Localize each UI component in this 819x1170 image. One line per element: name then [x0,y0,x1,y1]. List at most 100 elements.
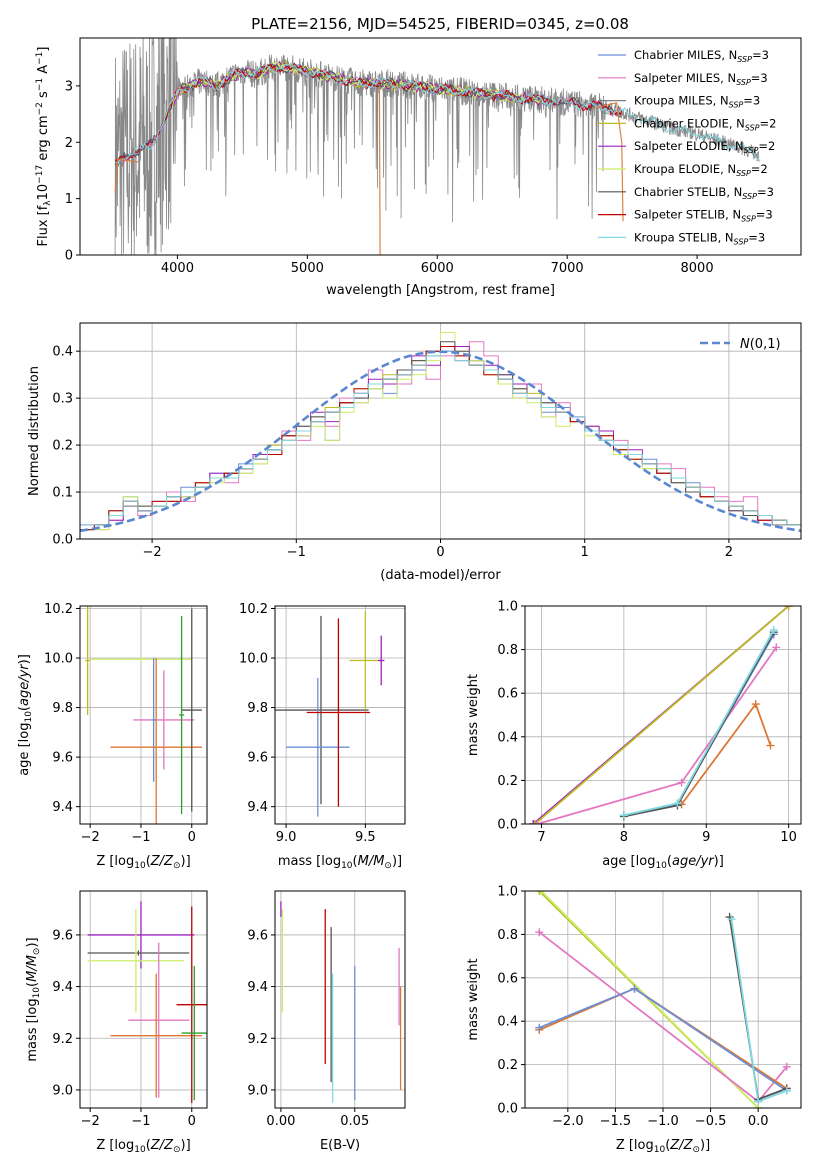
x-tick-label: −1.0 [647,1114,679,1129]
x-tick-label: 2 [725,545,733,560]
residuals-panel: −2 −1 0 1 2 0.0 0.1 0.2 0.3 0.4 (data-model)/error… [27,322,802,583]
axes-frame [79,890,208,1109]
y-tick-label: 1.0 [497,885,518,900]
y-tick-label: 0.6 [497,971,518,986]
label-part: 10 [655,861,667,871]
label-part: age/yr [672,854,715,869]
label-part: ( [353,854,358,869]
label-part: )] [700,1138,710,1153]
x-axis-label: Z [log10(Z/Z⊙)] [616,1138,710,1155]
y-tick-label: 0.8 [497,643,518,658]
plot-area [529,606,793,824]
plot-area [275,610,385,817]
label-part: Z [log [96,854,134,869]
y-tick-label: 0.6 [497,687,518,702]
legend-text: Salpeter STELIB, N [634,208,741,222]
weight-series [623,631,775,818]
weight-marker [535,891,544,895]
label-part: 10 [32,987,42,999]
label-part: ⊙ [384,861,392,871]
legend-entry: Salpeter STELIB, NSSP=3 [634,208,773,224]
label-part: ] [36,47,51,52]
weight-marker [772,643,781,652]
x-tick-label: −2.0 [552,1114,584,1129]
y-tick-label: 9.6 [247,751,268,766]
label-part: M/M [358,854,385,869]
x-tick-label: 1 [581,545,589,560]
legend-text: Chabrier ELODIE, N [634,116,745,130]
label-part: Flux [f [36,205,51,246]
x-tick-label: 0.05 [340,1114,369,1129]
x-axis-label: Z [log10(Z/Z⊙)] [96,854,190,871]
x-tick-label: 0 [188,830,196,845]
weight-marker [630,984,639,993]
weight-marker [530,820,539,824]
x-tick-label: 4000 [161,261,194,276]
legend-sub: SSP [736,78,751,87]
legend-text: =3 [757,185,774,199]
label-part: )] [25,937,40,947]
weight-marker [535,1023,544,1032]
legend-entry: Salpeter MILES, NSSP=3 [634,71,768,87]
y-tick-label: 0.3 [52,392,73,407]
legend-text: =2 [751,162,768,176]
label-part: 10 [134,1145,146,1155]
y-tick-label: 10.2 [239,602,268,617]
label-part: age [log [602,854,655,869]
plot-area [87,901,207,1103]
figure-title: PLATE=2156, MJD=54525, FIBERID=0345, z=0… [251,15,629,33]
x-tick-label: −1 [131,1114,150,1129]
weight-marker [754,1097,763,1106]
y-axis-label: mass weight [466,958,481,1040]
legend-entry: Chabrier STELIB, NSSP=3 [634,185,774,201]
weight-series [537,646,778,824]
x-tick-label: 7000 [551,261,584,276]
legend-text: =3 [743,94,760,108]
weight-marker [784,606,793,610]
label-part: )] [181,1138,191,1153]
weight-marker [673,799,682,808]
spectrum-panel: 4000 5000 6000 7000 8000 0 1 2 3 wavelength [Angs… [35,37,802,298]
y-tick-label: 9.4 [247,980,268,995]
label-part: Z [log [96,1138,134,1153]
legend-sub: SSP [729,101,744,110]
x-tick-label: 10 [780,830,797,845]
y-tick-label: 0 [65,249,73,264]
label-part: A [36,65,51,78]
label-part: Normed distribution [27,366,42,496]
gaussian-curve [80,350,801,533]
plot-area [280,901,402,1103]
x-tick-label: 0.0 [748,1114,769,1129]
y-tick-label: 0.0 [497,1102,518,1117]
legend-sub: SSP [745,123,760,132]
y-tick-label: 0.2 [497,1058,518,1073]
legend-text: Kroupa ELODIE, N [634,162,736,176]
label-part: M/M [25,955,40,982]
label-part: erg cm [36,115,51,164]
legend-text: Salpeter MILES, N [634,71,736,85]
y-tick-label: 1.0 [497,600,518,615]
y-tick-label: 10.2 [44,602,73,617]
y-tick-label: 10.0 [44,652,73,667]
model-drop [378,85,381,255]
legend-sub: SSP [736,169,751,178]
x-tick-label: −1 [131,830,150,845]
x-tick-label: −0.5 [695,1114,727,1129]
legend-entry: Kroupa MILES, NSSP=3 [634,94,760,110]
y-tick-label: 9.0 [247,1083,268,1098]
age-vs-metallicity-panel: −2 −1 09.49.69.810.010.2Z [log10(Z/Z⊙)]age… [17,602,208,871]
weight-marker [529,820,538,824]
y-tick-label: 0.4 [497,730,518,745]
label-part: ( [146,854,151,869]
y-tick-label: 9.2 [247,1032,268,1047]
x-axis-label: mass [log10(M/M⊙)] [278,854,402,871]
legend-text: Salpeter ELODIE, N [634,139,744,153]
legend-text: Chabrier STELIB, N [634,185,742,199]
x-axis-label: E(B-V) [320,1138,360,1153]
axes-frame [79,37,802,256]
weight-series [730,919,788,1103]
label-part: ( [665,1138,670,1153]
axes-frame [524,605,802,825]
y-tick-label: 9.6 [52,751,73,766]
label-part: )] [392,854,402,869]
